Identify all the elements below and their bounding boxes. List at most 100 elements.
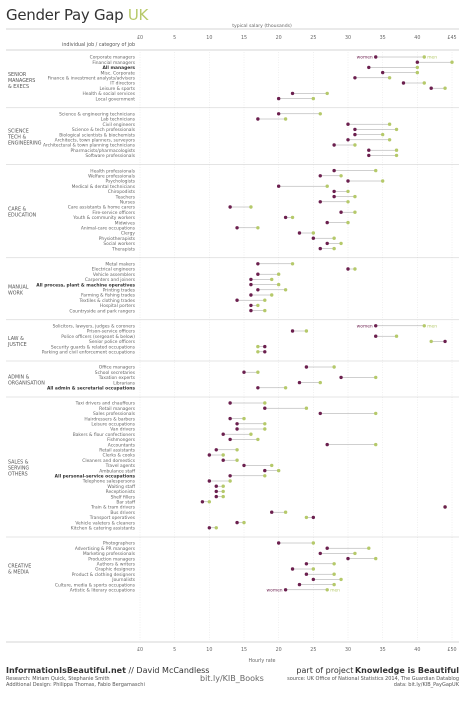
men-dot: [380, 132, 385, 137]
job-label: Architectural & town planning technician…: [43, 143, 136, 149]
women-dot: [276, 112, 281, 116]
job-label: Accountants: [108, 442, 136, 448]
job-label: Animal-care occupations: [81, 226, 136, 232]
men-dot: [311, 567, 316, 571]
job-label: Care assistants & home carers: [68, 205, 136, 211]
job-label: Hairdressers & barbers: [84, 416, 135, 422]
men-dot: [290, 262, 295, 266]
job-label: Nurses: [120, 200, 136, 206]
women-dot: [374, 334, 378, 338]
job-label: Misc. Corporate: [101, 70, 136, 76]
women-dot: [367, 148, 371, 152]
women-dot: [235, 520, 239, 525]
job-label: Therapists: [111, 246, 136, 252]
job-label: Countryside and park rangers: [69, 308, 135, 314]
job-label: Solicitors, lawyers, judges & coroners: [53, 324, 136, 330]
men-dot: [325, 91, 329, 96]
job-label: All managers: [103, 65, 136, 71]
group-label: OTHERS: [8, 472, 28, 478]
men-dot: [256, 370, 260, 374]
men-dot: [346, 200, 350, 204]
job-label: Finance & investment analysts/advisers: [48, 76, 136, 82]
bottom-tick-label: 20: [276, 647, 282, 653]
men-dot: [415, 65, 420, 70]
group-label: MANUAL: [8, 284, 29, 290]
group-label: ENGINEERING: [8, 141, 42, 147]
women-dot: [353, 132, 357, 137]
job-label: Health professionals: [90, 168, 135, 174]
women-dot: [263, 344, 267, 349]
legend-men: men: [427, 56, 437, 61]
men-dot: [221, 484, 225, 488]
job-label: Architects, town planners, surveyors: [55, 138, 136, 144]
women-dot: [311, 236, 316, 240]
men-dot: [387, 76, 392, 80]
women-dot: [401, 81, 406, 85]
men-dot: [283, 288, 288, 292]
job-label: Physiotherapists: [99, 236, 136, 242]
men-dot: [228, 479, 232, 483]
women-dot: [256, 386, 260, 390]
bottom-tick-label: 35: [380, 647, 386, 653]
bottom-tick-label: 40: [414, 647, 420, 653]
women-dot: [214, 494, 218, 499]
women-dot: [311, 577, 316, 582]
women-dot: [304, 562, 309, 566]
job-label: Culture, media & sports occupations: [55, 582, 136, 588]
men-dot: [394, 127, 399, 132]
women-dot: [380, 70, 385, 75]
men-dot: [311, 96, 316, 101]
job-label: Pharmacists/pharmacologists: [71, 148, 136, 154]
women-dot: [318, 551, 322, 556]
top-tick-label: 35: [380, 35, 386, 41]
design-credit: Additional Design: Philippa Thomas, Fabi…: [6, 682, 145, 689]
job-label: Midwives: [115, 220, 136, 226]
job-label: Youth & community workers: [72, 215, 135, 221]
men-dot: [325, 588, 329, 592]
men-dot: [367, 546, 371, 550]
job-label: Waiting staff: [107, 484, 136, 490]
men-dot: [443, 86, 447, 90]
men-dot: [256, 303, 260, 308]
women-dot: [249, 308, 253, 313]
job-label: Office managers: [99, 365, 136, 371]
men-dot: [256, 437, 260, 442]
women-dot: [346, 138, 350, 142]
men-dot: [304, 406, 309, 410]
women-dot: [256, 117, 260, 121]
job-label: Taxation experts: [98, 375, 136, 381]
group-label: TECH &: [7, 135, 26, 141]
men-dot: [263, 422, 267, 426]
men-dot: [318, 380, 322, 385]
women-dot: [242, 463, 246, 468]
women-dot: [263, 468, 267, 473]
women-dot: [276, 541, 281, 545]
data-link[interactable]: data: bit.ly/KIB_PayGapUK: [393, 682, 459, 689]
job-label: Carpenters and joiners: [85, 277, 136, 283]
site-name[interactable]: InformationIsBeautiful.net: [6, 666, 126, 675]
job-label: IT directors: [110, 81, 135, 87]
women-dot: [221, 458, 225, 462]
books-link[interactable]: bit.ly/KIB_Books: [200, 674, 264, 683]
women-dot: [325, 442, 329, 447]
top-tick-label: 30: [345, 35, 351, 41]
job-label: Prison-service officers: [87, 329, 136, 335]
job-label: Librarians: [113, 380, 135, 386]
men-dot: [263, 427, 267, 431]
women-dot: [297, 380, 302, 385]
job-label: Metal makers: [105, 262, 135, 268]
women-dot: [374, 55, 378, 59]
job-label: Science & engineering technicians: [59, 112, 136, 118]
men-dot: [394, 334, 399, 338]
group-label: SENIOR: [8, 72, 27, 78]
bottom-tick-label: 30: [345, 647, 351, 653]
men-dot: [311, 231, 316, 235]
women-dot: [443, 339, 447, 344]
women-dot: [256, 262, 260, 266]
top-tick-label: 10: [206, 35, 212, 41]
women-dot: [325, 220, 329, 225]
project-name: Knowledge is Beautiful: [354, 666, 459, 675]
job-label: Product & clothing designers: [72, 572, 136, 578]
job-label: Receptionists: [106, 489, 136, 495]
men-dot: [332, 365, 336, 369]
